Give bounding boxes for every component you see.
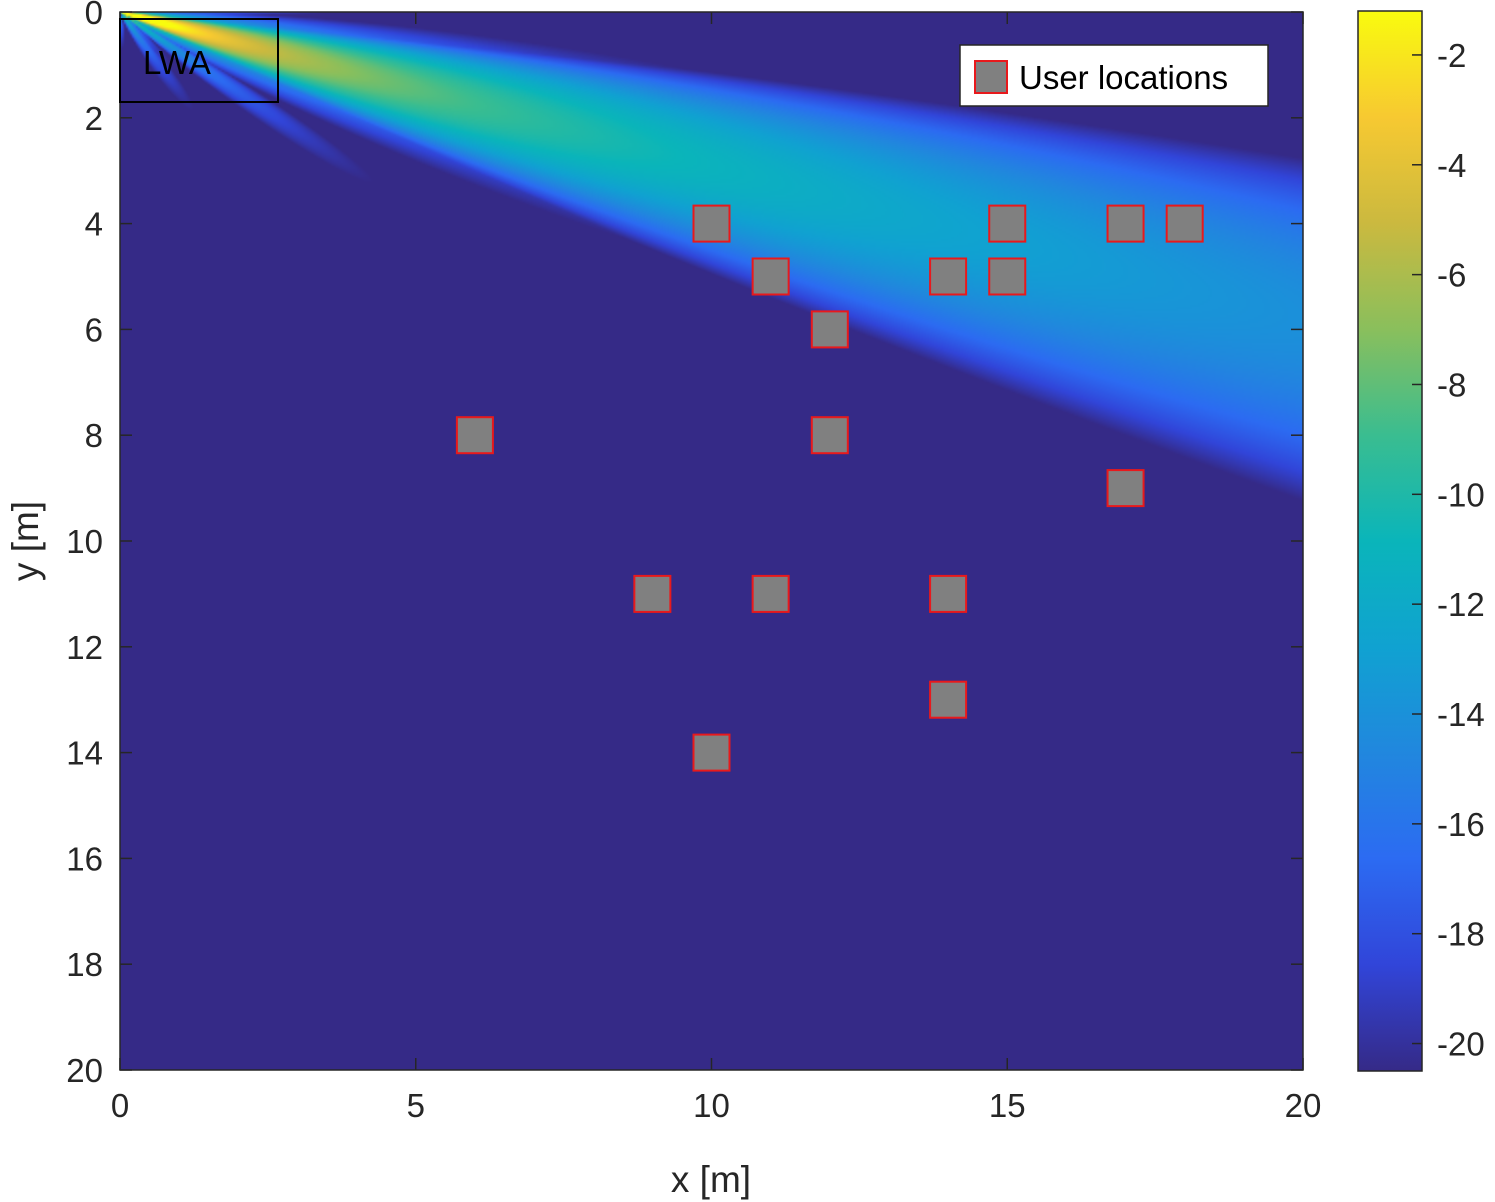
user-location-marker bbox=[751, 257, 790, 296]
lwa-annotation: LWA bbox=[119, 18, 279, 103]
user-location-marker bbox=[988, 257, 1027, 296]
legend-box bbox=[959, 44, 1269, 107]
colorbar-tick-label: -14 bbox=[1437, 696, 1485, 733]
legend-label: User locations bbox=[1019, 59, 1228, 96]
y-axis-label: y [m] bbox=[5, 501, 46, 581]
y-tick-label: 8 bbox=[85, 417, 103, 454]
y-tick-label: 4 bbox=[85, 206, 103, 243]
colorbar-tick-label: -8 bbox=[1437, 366, 1466, 403]
x-tick-label: 15 bbox=[989, 1087, 1026, 1124]
y-tick-label: 18 bbox=[66, 946, 103, 983]
user-location-marker bbox=[633, 574, 672, 613]
x-axis-ticks: 0 5 10 15 20 bbox=[111, 12, 1322, 1124]
user-location-marker bbox=[1106, 469, 1145, 508]
x-tick-label: 5 bbox=[407, 1087, 425, 1124]
y-tick-label: 20 bbox=[66, 1052, 103, 1089]
user-location-marker bbox=[751, 574, 790, 613]
colorbar-tick-label: -20 bbox=[1437, 1026, 1485, 1063]
colorbar-tick-label: -10 bbox=[1437, 476, 1485, 513]
user-location-marker bbox=[1165, 204, 1204, 243]
y-tick-label: 10 bbox=[66, 523, 103, 560]
user-location-marker bbox=[455, 416, 494, 455]
colorbar-gradient bbox=[1357, 10, 1423, 1072]
y-tick-label: 14 bbox=[66, 735, 103, 772]
colorbar-tick-label: -16 bbox=[1437, 806, 1485, 843]
y-tick-label: 16 bbox=[66, 840, 103, 877]
y-tick-label: 6 bbox=[85, 311, 103, 348]
y-tick-label: 2 bbox=[85, 100, 103, 137]
colorbar-tick-label: -2 bbox=[1437, 37, 1466, 74]
lwa-box bbox=[119, 18, 279, 103]
user-location-marker bbox=[1106, 204, 1145, 243]
colorbar-ticks: -2 -4 -6 -8 -10 -12 -14 -16 -18 -20 bbox=[1412, 37, 1485, 1063]
colorbar-tick-label: -18 bbox=[1437, 916, 1485, 953]
user-location-marker bbox=[810, 310, 849, 349]
user-location-marker bbox=[988, 204, 1027, 243]
user-location-marker bbox=[929, 257, 968, 296]
heatmap-image bbox=[120, 12, 1303, 1070]
y-tick-label: 12 bbox=[66, 629, 103, 666]
colorbar: -2 -4 -6 -8 -10 -12 -14 -16 -18 -20 bbox=[1357, 10, 1485, 1072]
user-location-marker bbox=[929, 574, 968, 613]
heatmap bbox=[120, 12, 1303, 1070]
colorbar-tick-label: -4 bbox=[1437, 147, 1466, 184]
x-tick-label: 20 bbox=[1285, 1087, 1322, 1124]
y-tick-label: 0 bbox=[85, 0, 103, 31]
legend: User locations bbox=[959, 44, 1269, 107]
y-axis-ticks: 0 2 4 6 8 10 12 14 16 18 20 bbox=[66, 0, 1303, 1089]
colorbar-tick-label: -12 bbox=[1437, 586, 1485, 623]
colorbar-tick-label: -6 bbox=[1437, 257, 1466, 294]
lwa-label: LWA bbox=[143, 44, 211, 81]
user-location-marker bbox=[810, 416, 849, 455]
user-location-marker bbox=[692, 204, 731, 243]
user-location-markers bbox=[455, 204, 1204, 772]
legend-marker bbox=[974, 60, 1008, 94]
user-location-marker bbox=[692, 733, 731, 772]
x-tick-label: 10 bbox=[693, 1087, 730, 1124]
x-tick-label: 0 bbox=[111, 1087, 129, 1124]
x-axis-label: x [m] bbox=[671, 1159, 751, 1200]
user-location-marker bbox=[929, 680, 968, 719]
